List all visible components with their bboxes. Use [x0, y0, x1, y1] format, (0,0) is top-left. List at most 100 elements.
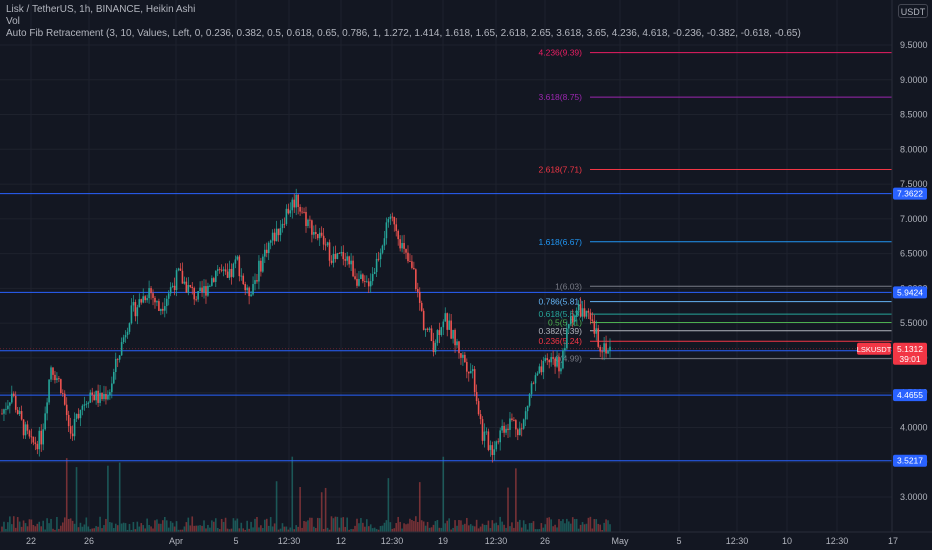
time-axis[interactable]: 22 26 Apr 5 12:30 12 12:30 19 12:30 26 May 5 12:30 10… [26, 536, 898, 546]
volume-indicator-label[interactable]: Vol [6, 16, 20, 27]
candle-body [197, 290, 199, 300]
horizontal-line-price-tag [893, 389, 927, 402]
candle-body [387, 219, 390, 223]
candle-body [77, 413, 80, 419]
candle-body [364, 281, 366, 283]
volume-bar [373, 527, 376, 532]
candle-body [7, 405, 9, 409]
volume-bar [124, 523, 127, 532]
volume-bar [24, 523, 27, 532]
volume-bar [28, 519, 31, 532]
candle-body [401, 243, 403, 249]
candle-body [71, 433, 74, 437]
candle-body [222, 269, 225, 271]
candle-body [271, 232, 274, 241]
candle-body [60, 379, 62, 393]
symbol-title[interactable]: Lisk / TetherUS, 1h, BINANCE, Heikin Ash… [6, 4, 196, 15]
volume-bar [354, 525, 356, 532]
currency-selector[interactable]: USDT [898, 4, 928, 18]
volume-bar [550, 519, 552, 532]
candle-body [585, 310, 588, 317]
volume-bar [136, 521, 139, 532]
candle-body [185, 281, 188, 293]
candle-body [303, 211, 305, 213]
candle-body [307, 219, 309, 226]
candle-body [20, 411, 23, 420]
fib-level-label: 1.618(6.67) [539, 237, 583, 247]
volume-bar [481, 523, 484, 532]
candle-body [491, 445, 494, 455]
candle-body [199, 287, 201, 291]
candle-body [177, 268, 180, 271]
volume-bar [473, 526, 476, 532]
volume-bar [501, 521, 503, 532]
candle-body [379, 252, 382, 260]
candle-body [11, 393, 13, 403]
candle-body [248, 287, 250, 297]
candle-body [397, 230, 399, 240]
candle-body [538, 366, 541, 374]
volume-bar [258, 527, 260, 532]
volume-bar [67, 518, 70, 532]
candle-body [279, 228, 282, 236]
volume-bar [399, 521, 401, 532]
volume-bar [252, 527, 254, 532]
volume-bar [224, 517, 227, 532]
volume-bar [538, 529, 541, 532]
volume-bar [187, 517, 190, 532]
fib-indicator-label[interactable]: Auto Fib Retracement (3, 10, Values, Lef… [6, 28, 801, 39]
candle-body [67, 414, 70, 427]
volume-bar [575, 518, 578, 532]
candle-body [475, 392, 478, 402]
candle-body [26, 424, 29, 431]
volume-bar [165, 520, 168, 532]
time-tick-label: 12:30 [726, 536, 749, 546]
candle-body [413, 267, 415, 270]
candle-body [83, 404, 86, 406]
fib-retracement[interactable]: 4.236(9.39) 3.618(8.75) 2.618(7.71) 1.618(6… [539, 48, 892, 364]
candle-body [283, 223, 286, 225]
candle-body [126, 331, 129, 336]
volume-bar [460, 520, 462, 532]
candle-body [134, 302, 137, 317]
time-tick-label: 5 [233, 536, 238, 546]
volume-bar [358, 523, 360, 532]
candle-body [564, 348, 566, 351]
volume-bar [26, 526, 29, 532]
volume-bar [83, 524, 86, 532]
candles [1, 188, 611, 463]
candle-body [246, 287, 248, 291]
volume-bar [603, 522, 605, 532]
volume-bar [114, 523, 117, 532]
volume-bar [579, 524, 582, 532]
candle-body [318, 232, 321, 239]
candle-body [62, 392, 64, 394]
candle-body [69, 426, 72, 434]
time-tick-label: May [611, 536, 629, 546]
candle-body [305, 211, 307, 226]
candle-body [426, 328, 429, 330]
volume-bar [503, 524, 505, 532]
candle-body [409, 261, 411, 262]
volume-bar [293, 529, 296, 532]
volume-bar [195, 525, 197, 532]
candle-body [552, 357, 554, 359]
candle-body [52, 367, 54, 375]
volume-bar [495, 522, 498, 532]
candle-body [367, 281, 370, 287]
volume-bar [109, 522, 111, 532]
candle-body [79, 409, 82, 419]
volume-bar [77, 527, 80, 532]
volume-bar [607, 520, 609, 532]
volume-bar [548, 517, 550, 532]
volume-bar [552, 526, 554, 532]
time-tick-label: 26 [540, 536, 550, 546]
candle-body [511, 418, 513, 420]
volume-bar [315, 528, 317, 532]
volume-bar [599, 524, 601, 532]
volume-bar [262, 528, 264, 532]
volume-bar [89, 529, 92, 532]
candle-body [362, 274, 364, 282]
candle-body [203, 286, 205, 293]
